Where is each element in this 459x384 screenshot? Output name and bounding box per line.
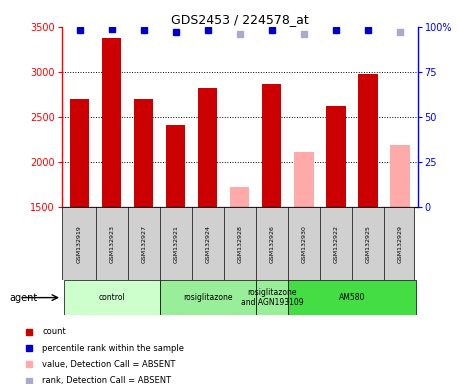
Bar: [230, 187, 249, 207]
Text: GSM132919: GSM132919: [77, 225, 82, 263]
Bar: [198, 88, 218, 207]
Text: GSM132925: GSM132925: [365, 225, 370, 263]
Text: GSM132923: GSM132923: [109, 225, 114, 263]
Bar: [326, 106, 346, 207]
Bar: [358, 74, 378, 207]
Bar: [391, 145, 410, 207]
Text: rank, Detection Call = ABSENT: rank, Detection Call = ABSENT: [42, 376, 171, 384]
Text: control: control: [98, 293, 125, 302]
Text: GSM132927: GSM132927: [141, 225, 146, 263]
Text: rosiglitazone
and AGN193109: rosiglitazone and AGN193109: [241, 288, 303, 307]
Bar: [288, 280, 416, 315]
Text: count: count: [42, 327, 66, 336]
Bar: [102, 38, 121, 207]
Bar: [166, 125, 185, 207]
Text: GSM132926: GSM132926: [269, 225, 274, 263]
Text: agent: agent: [9, 293, 38, 303]
Text: GSM132922: GSM132922: [334, 225, 338, 263]
Text: GSM132928: GSM132928: [237, 225, 242, 263]
Text: GSM132921: GSM132921: [173, 225, 178, 263]
Text: GSM132930: GSM132930: [302, 225, 307, 263]
Bar: [262, 84, 281, 207]
Text: AM580: AM580: [339, 293, 365, 302]
Text: rosiglitazone: rosiglitazone: [183, 293, 233, 302]
Text: GSM132924: GSM132924: [205, 225, 210, 263]
Bar: [70, 99, 89, 207]
Bar: [294, 152, 313, 207]
Bar: [134, 99, 153, 207]
Text: percentile rank within the sample: percentile rank within the sample: [42, 344, 184, 353]
Bar: [256, 280, 288, 315]
Title: GDS2453 / 224578_at: GDS2453 / 224578_at: [171, 13, 309, 26]
Bar: [160, 280, 256, 315]
Text: GSM132929: GSM132929: [397, 225, 403, 263]
Bar: [63, 280, 160, 315]
Text: value, Detection Call = ABSENT: value, Detection Call = ABSENT: [42, 360, 175, 369]
